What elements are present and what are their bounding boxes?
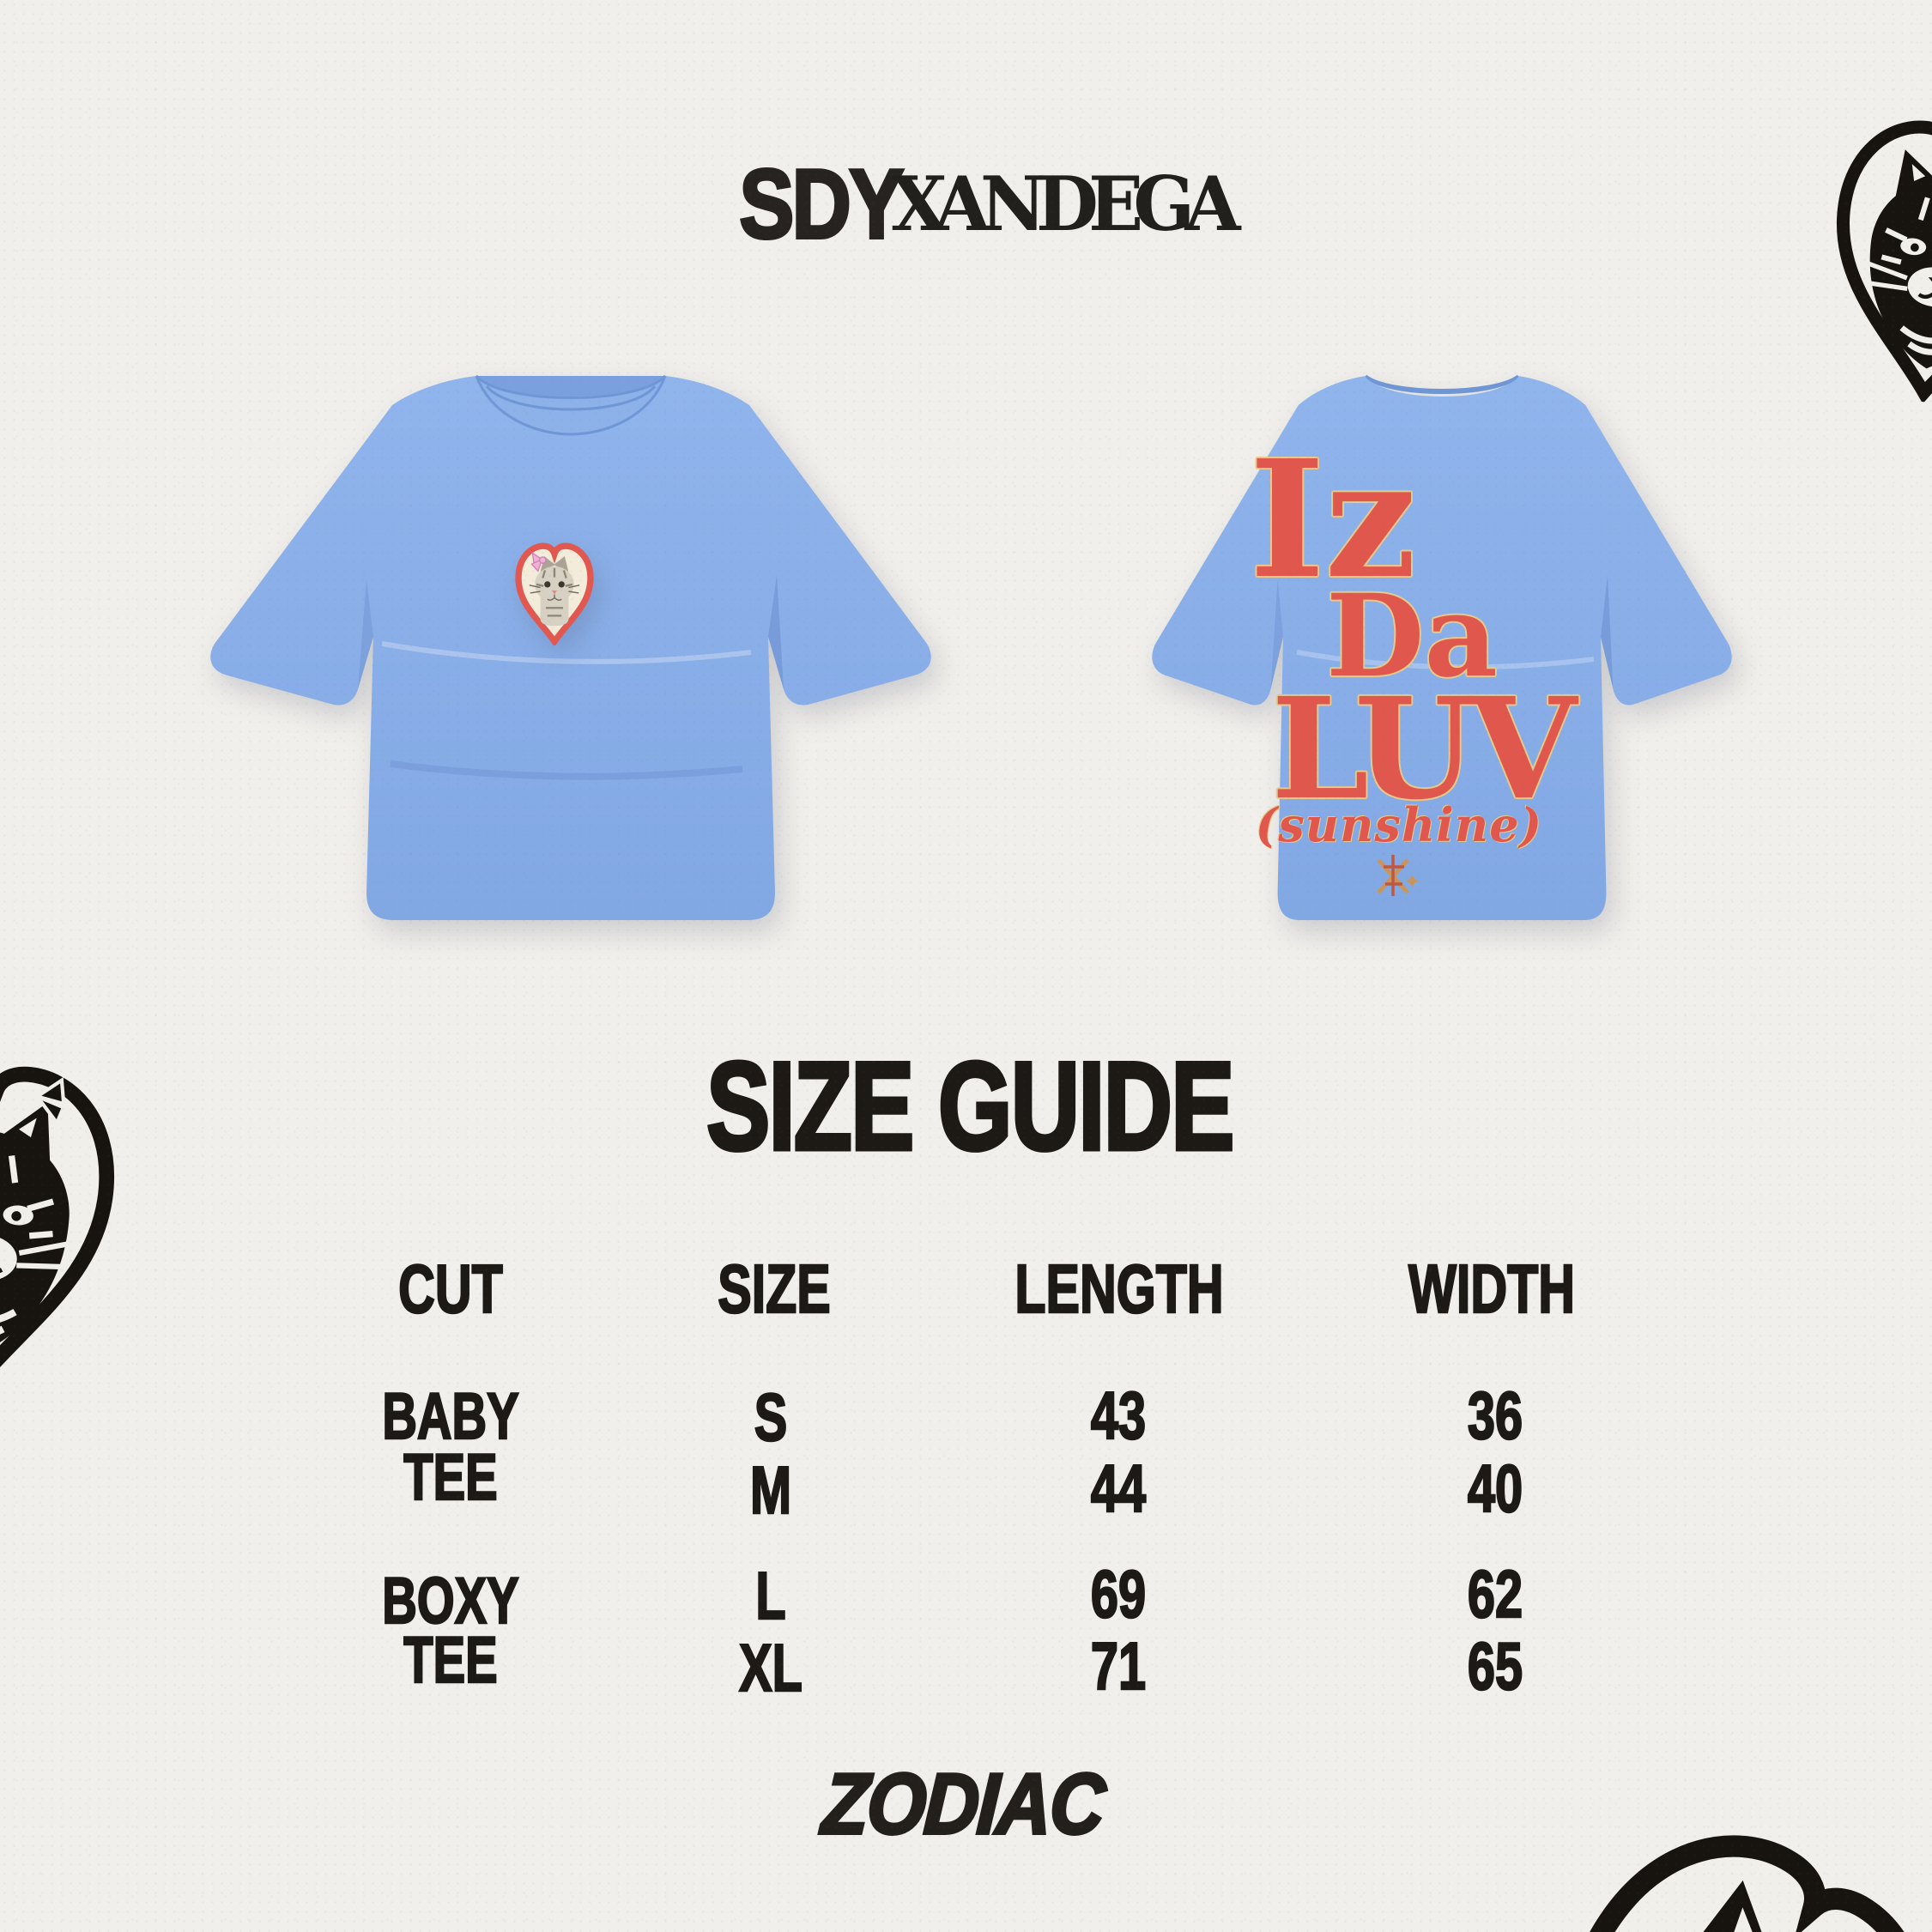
col-header-length: LENGTH [1014,1251,1224,1327]
xandega-logo: XANDEGA [891,160,1240,248]
cat-in-heart-patch-icon [515,542,594,645]
tshirt-front-view [176,360,966,953]
cat-heart-decoration-middle-left-icon [0,1045,138,1403]
cat-heart-decoration-top-right-icon [1803,102,1932,414]
width-cell-l: 62 [1467,1556,1523,1632]
xandega-monogram-icon [1377,855,1419,896]
cat-heart-decoration-bottom-right-icon [1413,1756,1932,1932]
size-guide-title: SIZE GUIDE [705,1036,1236,1176]
col-header-cut: CUT [397,1251,504,1327]
cut-label-baby-tee: TEE [403,1441,498,1514]
cut-label-baby: BABY [381,1380,519,1453]
width-cell-xl: 65 [1467,1628,1523,1704]
collar [475,374,667,436]
bow-icon [530,551,547,572]
cut-label-boxy-tee: TEE [403,1624,498,1697]
width-cell-m: 40 [1467,1451,1523,1526]
col-header-size: SIZE [717,1251,831,1327]
zodiac-logo: ZODIAC [818,1754,1107,1854]
back-collar [1365,374,1519,394]
length-cell-l: 69 [1090,1556,1147,1632]
size-cell-m: M [749,1452,792,1528]
back-print-line-3: LUV [1271,668,1577,831]
back-print-line-2: Da [1326,570,1498,703]
tshirt-front-graphic [210,374,931,920]
length-cell-m: 44 [1090,1451,1147,1526]
tshirt-back-graphic [1152,374,1732,920]
sdy-logo: SDY [738,150,905,259]
cut-label-boxy: BOXY [381,1565,519,1638]
tshirt-back-view [1124,360,1759,953]
back-print-subtext: (sunshine) [1255,797,1543,852]
size-cell-l: L [754,1558,786,1633]
length-cell-xl: 71 [1090,1628,1147,1704]
col-header-width: WIDTH [1408,1251,1576,1327]
width-cell-s: 36 [1467,1378,1523,1453]
size-cell-s: S [754,1379,788,1455]
back-print-line-1: Iz [1249,425,1417,615]
length-cell-s: 43 [1090,1378,1147,1453]
size-cell-xl: XL [738,1630,803,1705]
